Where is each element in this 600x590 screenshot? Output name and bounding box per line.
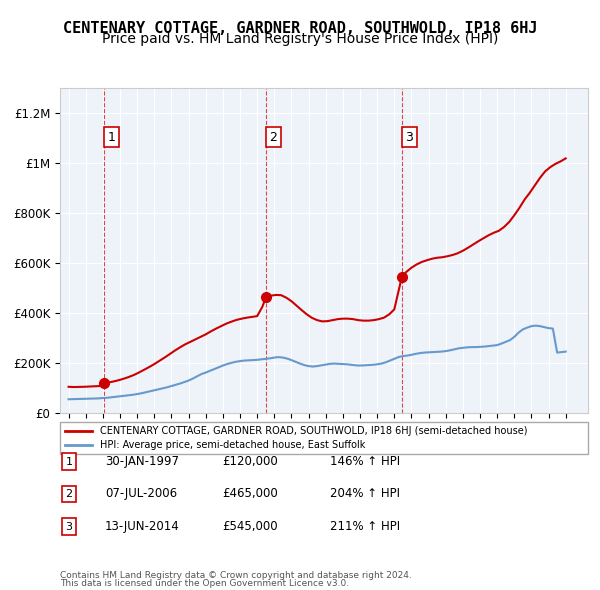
- Text: This data is licensed under the Open Government Licence v3.0.: This data is licensed under the Open Gov…: [60, 579, 349, 588]
- Text: 204% ↑ HPI: 204% ↑ HPI: [330, 487, 400, 500]
- Text: 1: 1: [107, 130, 116, 144]
- Text: 2: 2: [269, 130, 277, 144]
- FancyBboxPatch shape: [62, 486, 76, 502]
- Text: 13-JUN-2014: 13-JUN-2014: [105, 520, 180, 533]
- FancyBboxPatch shape: [62, 519, 76, 535]
- Text: 146% ↑ HPI: 146% ↑ HPI: [330, 455, 400, 468]
- Text: 1: 1: [65, 457, 73, 467]
- Text: 2: 2: [65, 489, 73, 499]
- Text: 211% ↑ HPI: 211% ↑ HPI: [330, 520, 400, 533]
- Text: Price paid vs. HM Land Registry's House Price Index (HPI): Price paid vs. HM Land Registry's House …: [102, 32, 498, 47]
- Text: 3: 3: [65, 522, 73, 532]
- Text: HPI: Average price, semi-detached house, East Suffolk: HPI: Average price, semi-detached house,…: [100, 440, 365, 450]
- FancyBboxPatch shape: [62, 453, 76, 470]
- Text: £120,000: £120,000: [222, 455, 278, 468]
- FancyBboxPatch shape: [60, 422, 588, 454]
- Text: CENTENARY COTTAGE, GARDNER ROAD, SOUTHWOLD, IP18 6HJ: CENTENARY COTTAGE, GARDNER ROAD, SOUTHWO…: [63, 21, 537, 35]
- Text: 3: 3: [405, 130, 413, 144]
- Text: £545,000: £545,000: [222, 520, 278, 533]
- Text: CENTENARY COTTAGE, GARDNER ROAD, SOUTHWOLD, IP18 6HJ (semi-detached house): CENTENARY COTTAGE, GARDNER ROAD, SOUTHWO…: [100, 426, 527, 436]
- Text: 07-JUL-2006: 07-JUL-2006: [105, 487, 177, 500]
- Text: 30-JAN-1997: 30-JAN-1997: [105, 455, 179, 468]
- Text: Contains HM Land Registry data © Crown copyright and database right 2024.: Contains HM Land Registry data © Crown c…: [60, 571, 412, 580]
- Text: £465,000: £465,000: [222, 487, 278, 500]
